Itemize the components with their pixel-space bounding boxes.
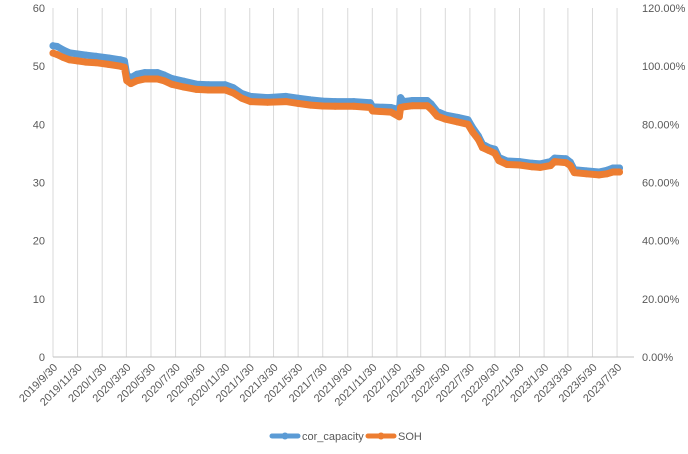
y-right-tick-label: 100.00% [642,61,686,73]
data-point-SOH [399,103,407,111]
data-point-SOH [205,86,213,94]
data-point-SOH [570,169,578,177]
y-left-tick-label: 50 [33,61,45,73]
y-right-tick-label: 40.00% [642,236,680,248]
legend: cor_capacity SOH [269,431,422,443]
data-point-SOH [495,157,503,165]
data-point-SOH [491,149,499,157]
y-right-tick-label: 20.00% [642,294,680,306]
data-point-SOH [133,77,141,85]
data-point-SOH [120,63,128,71]
legend-label-cor_capacity: cor_capacity [302,431,364,443]
data-point-SOH [180,83,188,91]
x-axis-ticks: 2019/9/302019/11/302020/1/302020/3/30202… [17,362,624,409]
data-point-SOH [551,158,559,166]
data-point-cor_capacity [66,49,73,57]
data-point-SOH [516,161,523,169]
data-point-SOH [282,98,290,106]
data-point-SOH [454,118,462,126]
legend-marker-SOH [377,432,385,440]
data-point-SOH [478,144,486,152]
data-point-SOH [528,163,536,171]
data-point-SOH [141,75,149,83]
data-point-SOH [238,94,246,102]
data-point-SOH [566,162,574,170]
data-point-cor_capacity [133,70,141,78]
y-axis-right-ticks: 0.00% 20.00% 40.00% 60.00% 80.00% 100.00% 120.… [642,3,686,364]
data-point-SOH [294,99,302,107]
data-point-SOH [92,59,100,67]
data-point-SOH [105,60,113,68]
data-point-SOH [603,170,611,178]
data-point-SOH [409,102,417,110]
data-point-SOH [160,77,168,85]
gridlines [52,8,618,357]
series-lines [49,42,623,179]
data-point-SOH [387,108,395,116]
y-right-tick-label: 80.00% [642,119,680,131]
data-point-SOH [307,101,315,109]
data-point-SOH [427,105,435,113]
data-point-SOH [582,170,590,178]
y-right-tick-label: 60.00% [642,178,680,190]
data-point-SOH [247,98,255,106]
data-point-cor_capacity [53,42,61,50]
data-point-SOH [153,75,161,83]
data-point-SOH [193,85,200,93]
data-point-SOH [82,58,90,66]
data-point-SOH [331,102,339,110]
data-point-SOH [616,168,623,176]
data-point-SOH [503,161,511,168]
y-right-tick-label: 0.00% [642,352,673,364]
data-point-cor_capacity [180,77,188,85]
y-left-tick-label: 60 [33,3,45,15]
data-point-SOH [609,168,617,176]
data-point-SOH [485,147,493,154]
y-axis-left-ticks: 0 10 20 30 40 50 60 [33,3,45,364]
data-point-SOH [221,86,229,94]
data-point-cor_capacity [74,50,82,58]
data-point-SOH [168,80,175,88]
data-point-SOH [536,163,544,171]
y-left-tick-label: 10 [33,294,45,306]
y-left-tick-label: 30 [33,178,45,190]
data-point-cor_capacity [153,69,161,77]
data-point-cor_capacity [282,92,290,100]
legend-marker-cor_capacity [281,432,289,440]
data-point-SOH [395,113,403,121]
data-point-SOH [369,107,377,115]
data-point-SOH [441,115,449,123]
data-point-SOH [350,102,358,110]
data-point-SOH [127,80,135,88]
data-point-SOH [66,56,73,64]
y-left-tick-label: 20 [33,236,45,248]
data-point-SOH [229,89,237,97]
data-point-cor_capacity [105,54,113,62]
data-point-cor_capacity [82,51,90,59]
data-point-SOH [433,112,441,120]
y-right-tick-label: 120.00% [642,3,686,15]
data-point-cor_capacity [92,52,100,60]
data-point-SOH [74,57,82,65]
data-point-SOH [319,102,327,110]
y-left-tick-label: 40 [33,119,45,131]
data-point-cor_capacity [59,46,67,54]
y-left-tick-label: 0 [39,352,45,364]
data-point-SOH [468,128,476,136]
data-point-SOH [264,98,271,106]
data-point-SOH [53,51,61,58]
data-point-SOH [595,171,603,179]
data-point-cor_capacity [120,57,128,65]
data-point-SOH [474,136,482,143]
data-point-SOH [464,120,472,128]
legend-label-SOH: SOH [398,431,422,443]
data-point-cor_capacity [141,69,149,77]
data-point-SOH [59,53,67,61]
